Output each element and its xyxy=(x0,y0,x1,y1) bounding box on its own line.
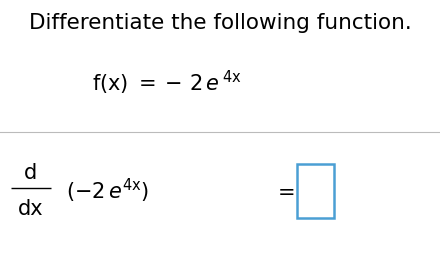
FancyBboxPatch shape xyxy=(297,164,334,218)
Text: Differentiate the following function.: Differentiate the following function. xyxy=(29,13,411,33)
Text: f(x) $= -\,2\,e^{\,\mathregular{4x}}$: f(x) $= -\,2\,e^{\,\mathregular{4x}}$ xyxy=(92,68,242,97)
Text: $(-2\,e^{\mathregular{4x}})$: $(-2\,e^{\mathregular{4x}})$ xyxy=(66,177,149,205)
Text: $=$: $=$ xyxy=(273,181,294,201)
Text: d: d xyxy=(24,163,37,183)
Text: dx: dx xyxy=(18,199,44,219)
